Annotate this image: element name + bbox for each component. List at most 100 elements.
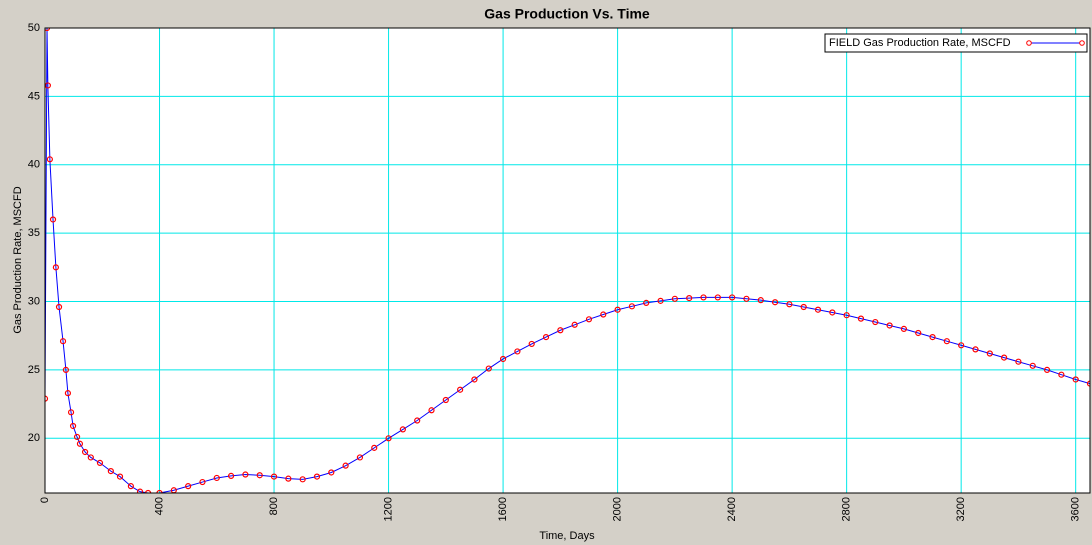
data-point — [313, 473, 321, 480]
data-point — [62, 366, 70, 374]
y-tick-label: 50 — [28, 22, 40, 34]
data-point — [87, 454, 94, 461]
data-point — [285, 475, 292, 482]
x-tick-label: 3600 — [1070, 497, 1082, 521]
data-point — [127, 483, 134, 490]
data-point — [972, 346, 979, 353]
data-point — [69, 422, 77, 430]
y-tick-label: 20 — [28, 432, 40, 444]
data-point — [116, 473, 124, 480]
x-tick-label: 0 — [39, 497, 51, 503]
data-point — [771, 299, 779, 306]
data-point — [270, 473, 278, 480]
data-point — [714, 294, 721, 301]
data-point — [59, 338, 67, 345]
y-tick-label: 45 — [28, 90, 40, 102]
data-point — [628, 303, 636, 310]
data-point — [542, 333, 550, 341]
data-point — [514, 348, 521, 355]
x-tick-label: 1200 — [382, 497, 394, 521]
data-point — [657, 297, 664, 304]
y-tick-label: 40 — [28, 159, 40, 171]
data-point — [414, 417, 421, 424]
data-point — [1058, 371, 1065, 378]
data-point — [457, 386, 464, 393]
data-point — [528, 340, 535, 348]
plot-area — [45, 28, 1090, 493]
y-tick-label: 25 — [28, 364, 40, 376]
legend-box — [824, 33, 1088, 53]
data-point — [915, 329, 922, 337]
data-point — [136, 488, 144, 493]
data-point — [814, 306, 822, 313]
data-point — [96, 459, 104, 467]
data-point — [986, 350, 993, 357]
data-point — [886, 322, 893, 329]
data-point — [328, 469, 335, 476]
data-point — [46, 156, 53, 163]
y-axis-label: Gas Production Rate, MSCFD — [12, 186, 24, 333]
data-point — [371, 444, 378, 451]
data-point — [943, 338, 950, 345]
data-point — [156, 489, 163, 493]
data-point — [1043, 366, 1051, 374]
data-point — [1015, 358, 1022, 365]
data-point — [900, 325, 908, 332]
x-tick-label: 1600 — [497, 497, 509, 521]
data-point — [45, 395, 49, 402]
data-point — [557, 327, 564, 334]
legend-marker — [1079, 40, 1085, 46]
data-point — [1072, 376, 1079, 383]
data-point — [399, 426, 406, 433]
data-point — [829, 309, 836, 316]
data-point — [64, 390, 72, 397]
data-point — [45, 28, 51, 32]
data-point — [385, 435, 392, 442]
data-point — [185, 483, 192, 490]
data-point — [671, 295, 678, 302]
x-axis-label: Time, Days — [539, 530, 595, 542]
data-point — [872, 318, 879, 326]
y-tick-label: 35 — [28, 227, 40, 239]
data-point — [52, 264, 59, 271]
data-point — [1001, 354, 1008, 361]
data-point — [485, 365, 492, 372]
data-point — [299, 476, 306, 483]
x-tick-label: 2400 — [726, 497, 738, 521]
data-point — [786, 301, 793, 308]
data-point — [1086, 380, 1090, 387]
data-point — [471, 376, 478, 383]
data-point — [585, 316, 593, 323]
y-tick-label: 30 — [28, 295, 40, 307]
series-group — [45, 28, 1090, 493]
legend-marker — [1026, 40, 1032, 46]
x-tick-label: 2000 — [612, 497, 624, 521]
chart-title: Gas Production Vs. Time — [484, 6, 650, 22]
data-point — [600, 311, 607, 318]
data-point — [499, 355, 507, 363]
data-point — [857, 315, 865, 322]
data-point — [442, 396, 449, 404]
data-point — [843, 312, 850, 319]
data-point — [55, 303, 63, 311]
data-point — [571, 321, 578, 328]
data-point — [67, 409, 75, 416]
data-point — [227, 472, 235, 480]
data-point — [213, 474, 220, 482]
data-point — [76, 440, 84, 447]
data-point — [800, 303, 807, 311]
data-point — [342, 462, 349, 469]
data-point — [242, 471, 249, 478]
x-tick-label: 2800 — [841, 497, 853, 521]
data-point — [428, 407, 435, 414]
data-point — [144, 489, 152, 493]
data-point — [356, 454, 364, 461]
data-point — [929, 333, 936, 341]
plot-border — [44, 27, 1091, 494]
data-point — [1029, 362, 1036, 369]
data-point — [643, 299, 650, 306]
data-point — [729, 294, 736, 301]
data-point — [958, 342, 965, 349]
data-point — [743, 295, 750, 302]
